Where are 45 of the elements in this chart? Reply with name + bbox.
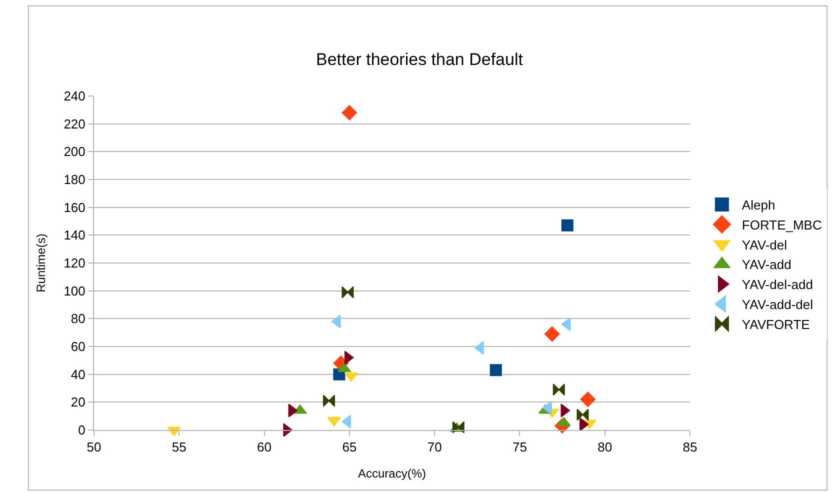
legend-label: YAV-del	[742, 237, 788, 252]
point	[552, 384, 565, 396]
point	[576, 408, 589, 421]
x-tick-label: 55	[172, 440, 186, 455]
legend-label: FORTE_MBC	[742, 217, 822, 232]
x-tick-label: 85	[682, 440, 698, 455]
legend-label: YAV-add-del	[742, 297, 814, 312]
y-tick-label: 140	[64, 228, 86, 243]
x-axis-title: Accuracy(%)	[358, 466, 426, 480]
y-tick-label: 0	[78, 422, 86, 438]
point	[344, 350, 354, 364]
y-tick-label: 40	[70, 366, 86, 382]
y-tick-label: 20	[70, 394, 86, 410]
point	[579, 418, 589, 432]
y-tick-label: 80	[70, 311, 86, 326]
y-tick-label: 220	[64, 116, 86, 132]
y-tick-label: 160	[64, 200, 86, 215]
point	[342, 286, 354, 298]
y-tick-label: 180	[64, 172, 86, 188]
y-tick-label: 100	[64, 283, 86, 298]
legend-label: YAV-add	[742, 257, 792, 272]
point	[580, 392, 596, 408]
point	[342, 105, 358, 120]
point	[561, 219, 574, 232]
legend-label: YAV-del-add	[742, 277, 813, 292]
legend-label: YAVFORTE	[742, 316, 810, 332]
x-tick-label: 65	[342, 440, 357, 455]
y-tick-label: 120	[64, 256, 86, 271]
point	[322, 394, 335, 407]
chart-title: Better theories than Default	[316, 50, 524, 70]
legend-label: Aleph	[742, 198, 776, 213]
y-axis-title: Runtime(s)	[34, 234, 48, 292]
point	[452, 421, 464, 434]
point	[288, 404, 298, 418]
x-tick-label: 80	[598, 440, 612, 455]
point	[344, 372, 358, 382]
x-tick-label: 70	[427, 440, 442, 455]
point	[544, 326, 560, 342]
x-tick-label: 75	[512, 440, 527, 455]
point	[490, 364, 502, 376]
x-tick-label: 60	[257, 440, 272, 455]
y-tick-label: 60	[70, 339, 86, 354]
y-tick-label: 200	[64, 144, 86, 160]
y-tick-label: 240	[64, 88, 86, 104]
x-tick-label: 50	[86, 440, 102, 455]
